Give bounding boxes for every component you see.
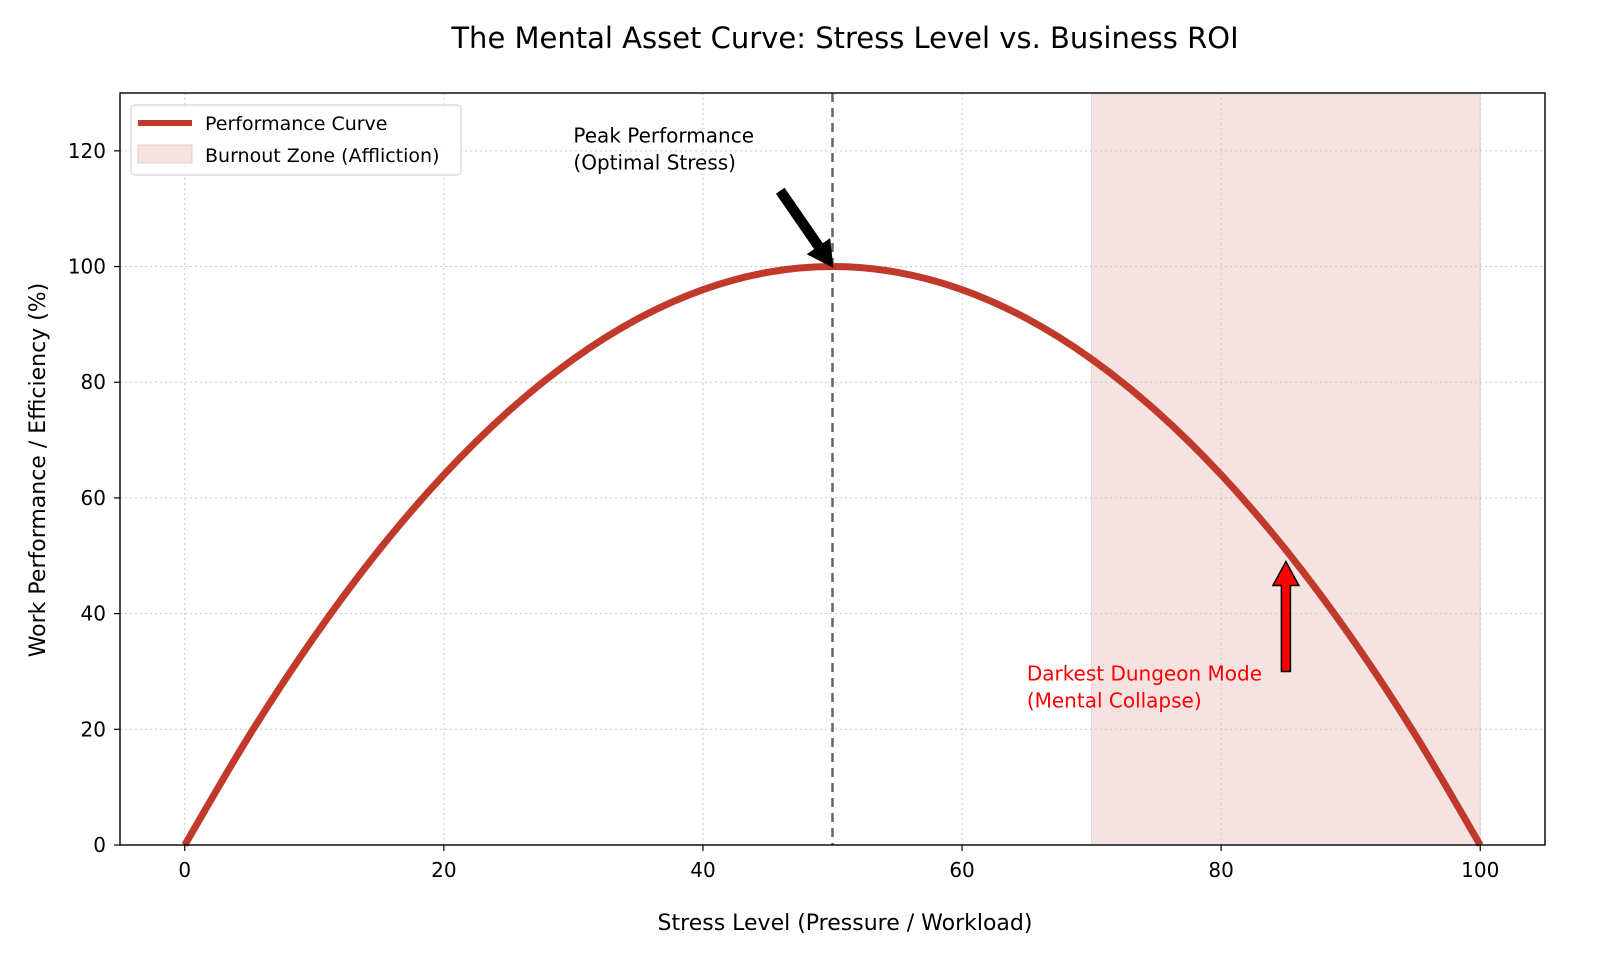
legend-swatch-burnout [137, 144, 193, 164]
annotations: Peak Performance (Optimal Stress) Darkest … [573, 123, 1301, 712]
y-axis-label: Work Performance / Efficiency (%) [26, 283, 51, 658]
plot-area: Peak Performance (Optimal Stress) Darkest … [68, 92, 1546, 882]
collapse-arrow [1271, 559, 1301, 673]
legend-box [130, 104, 462, 176]
peak-annotation-line: Peak Performance [573, 123, 754, 147]
y-tick-label: 80 [81, 370, 106, 394]
burnout-zone-region [1091, 92, 1481, 846]
y-tick-label: 20 [81, 717, 106, 741]
x-tick-label: 80 [1208, 858, 1233, 882]
collapse-annotation-line: Darkest Dungeon Mode [1027, 661, 1262, 685]
collapse-annotation-line: (Mental Collapse) [1027, 688, 1202, 712]
legend: Performance Curve Burnout Zone (Afflicti… [130, 104, 462, 176]
plot-frame [119, 92, 1546, 846]
y-axis-ticks: 0 20 40 60 80 100 120 [68, 139, 120, 857]
x-axis-label: Stress Level (Pressure / Workload) [658, 911, 1033, 936]
peak-annotation-line: (Optimal Stress) [573, 150, 736, 174]
legend-label-burnout: Burnout Zone (Affliction) [205, 145, 439, 167]
chart-title: The Mental Asset Curve: Stress Level vs.… [450, 21, 1238, 55]
y-tick-label: 120 [68, 139, 106, 163]
y-tick-label: 0 [93, 833, 106, 857]
legend-label-performance: Performance Curve [205, 113, 388, 135]
burnout-zone [1091, 92, 1481, 846]
x-axis-ticks: 0 20 40 60 80 100 [178, 845, 1499, 882]
x-tick-label: 60 [949, 858, 974, 882]
y-tick-label: 60 [81, 486, 106, 510]
x-tick-label: 20 [431, 858, 456, 882]
x-tick-label: 40 [690, 858, 715, 882]
y-tick-label: 100 [68, 255, 106, 279]
x-tick-label: 100 [1461, 858, 1499, 882]
y-tick-label: 40 [81, 602, 106, 626]
grid-lines [120, 93, 1545, 846]
x-tick-label: 0 [178, 858, 191, 882]
peak-arrow [775, 187, 834, 268]
